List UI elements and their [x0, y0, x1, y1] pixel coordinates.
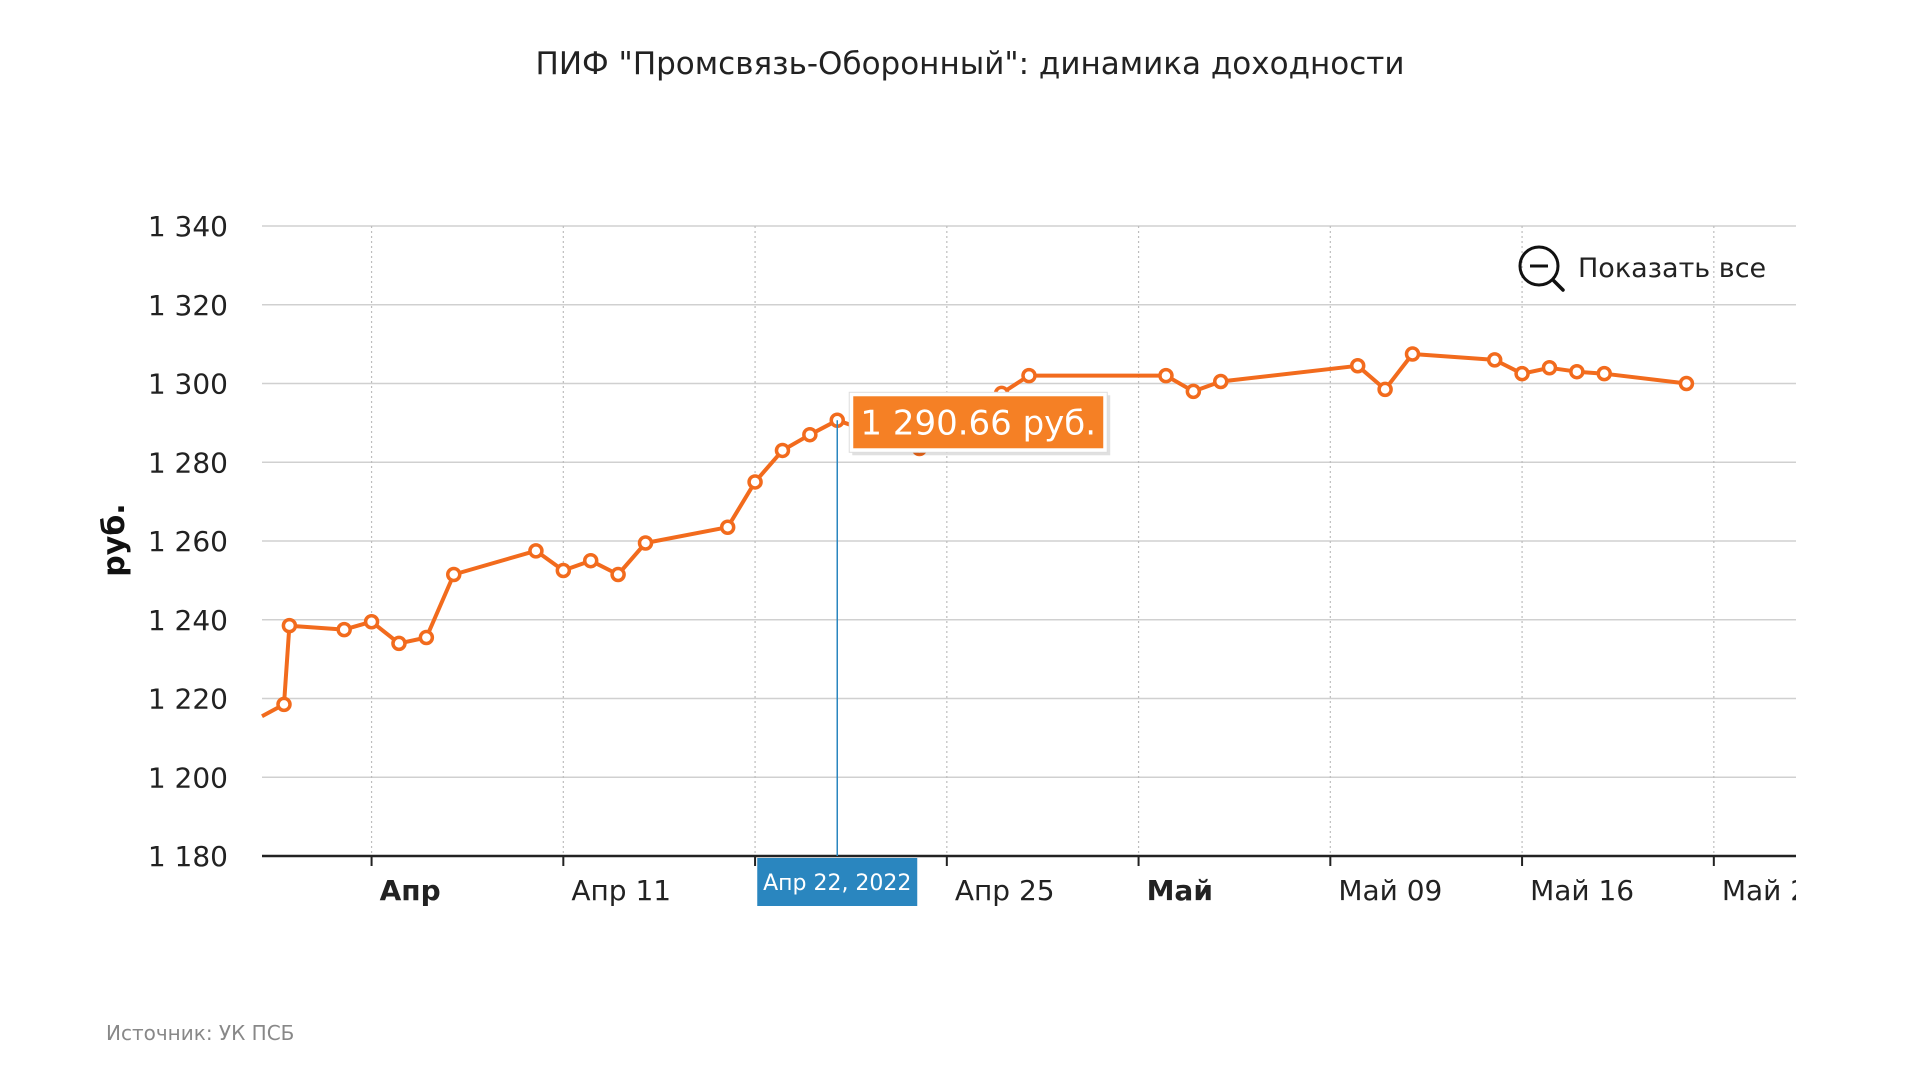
- tooltip-value-box: [853, 396, 1104, 449]
- data-point[interactable]: [1486, 352, 1503, 368]
- data-point[interactable]: [1349, 358, 1366, 374]
- data-point[interactable]: [1377, 381, 1393, 398]
- data-point[interactable]: [637, 535, 654, 551]
- y-axis-label: руб.: [97, 503, 132, 576]
- x-tick-label: Май: [1147, 874, 1213, 907]
- tooltip: 1 290.66 руб. Апр 22, 2022: [757, 391, 1111, 906]
- data-point[interactable]: [1514, 365, 1530, 382]
- data-point[interactable]: [391, 635, 407, 652]
- y-tick-label: 1 280: [148, 446, 228, 479]
- show-all-button[interactable]: Показать все: [1518, 245, 1766, 292]
- y-tick-label: 1 340: [148, 210, 228, 243]
- x-tick-label: Май 23: [1722, 874, 1826, 907]
- data-point[interactable]: [774, 442, 791, 459]
- data-point[interactable]: [363, 613, 380, 630]
- grid: [262, 225, 1796, 856]
- data-point[interactable]: [610, 566, 626, 583]
- y-tick-label: 1 260: [148, 525, 228, 558]
- x-tick-label: Май 16: [1530, 874, 1634, 907]
- data-point[interactable]: [719, 519, 736, 535]
- tooltip-date-box: [757, 858, 918, 906]
- x-tick-label: Май 09: [1338, 874, 1442, 907]
- data-point[interactable]: [276, 696, 292, 713]
- chart-title: ПИФ "Промсвязь-Оборонный": динамика дохо…: [536, 46, 1405, 82]
- y-tick-label: 1 220: [148, 683, 228, 716]
- show-all-label: Показать все: [1578, 253, 1766, 284]
- zoom-out-icon: [1518, 245, 1565, 292]
- data-point[interactable]: [1541, 360, 1558, 376]
- data-point[interactable]: [1569, 363, 1585, 380]
- data-point[interactable]: [1185, 383, 1202, 400]
- data-point[interactable]: [802, 426, 818, 443]
- data-point[interactable]: [336, 621, 352, 638]
- data-point[interactable]: [281, 617, 298, 634]
- data-point[interactable]: [1678, 375, 1695, 392]
- data-point[interactable]: [1158, 367, 1174, 384]
- data-point[interactable]: [1596, 365, 1612, 382]
- y-tick-label: 1 200: [148, 761, 228, 794]
- x-tick-label: Апр 11: [571, 874, 671, 907]
- tooltip-value: 1 290.66 руб.: [860, 403, 1096, 443]
- y-tick-label: 1 180: [148, 840, 228, 873]
- data-point[interactable]: [446, 566, 462, 583]
- data-point[interactable]: [1404, 346, 1421, 362]
- source-note: Источник: УК ПСБ: [106, 1021, 294, 1045]
- data-point[interactable]: [528, 543, 544, 559]
- x-tick-label: Апр: [380, 874, 441, 907]
- y-tick-label: 1 300: [148, 368, 228, 401]
- data-point[interactable]: [1021, 367, 1037, 384]
- data-point[interactable]: [418, 629, 435, 646]
- y-ticks: 1 180 1 200 1 220 1 240 1 260 1 280 1 300 1 320…: [148, 210, 228, 873]
- tooltip-date: Апр 22, 2022: [763, 871, 911, 896]
- y-tick-label: 1 240: [148, 604, 228, 637]
- data-point[interactable]: [582, 552, 599, 569]
- data-point[interactable]: [747, 474, 763, 490]
- x-tick-label: Апр 25: [955, 874, 1055, 907]
- data-point[interactable]: [555, 562, 572, 579]
- y-tick-label: 1 320: [148, 289, 228, 322]
- data-point[interactable]: [1213, 373, 1229, 390]
